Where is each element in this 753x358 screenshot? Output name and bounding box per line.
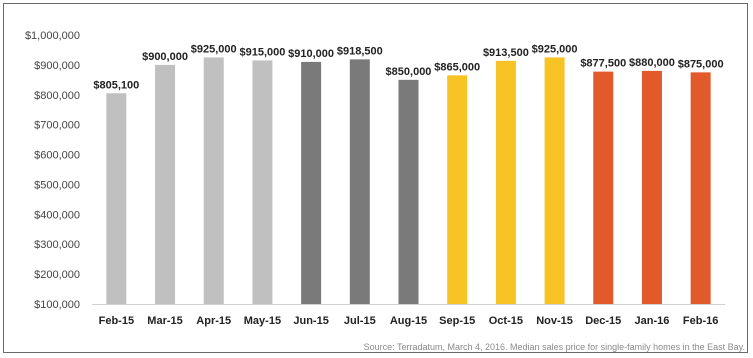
x-tick-label: May-15 bbox=[244, 315, 281, 327]
source-note: Source: Terradatum, March 4, 2016. Media… bbox=[363, 342, 745, 352]
bar bbox=[593, 71, 614, 304]
y-tick-label: $500,000 bbox=[34, 179, 80, 191]
data-label: $850,000 bbox=[386, 66, 432, 78]
x-tick-label: Jun-15 bbox=[293, 315, 328, 327]
data-label: $877,500 bbox=[580, 58, 626, 70]
y-tick-label: $800,000 bbox=[34, 90, 80, 102]
bar bbox=[641, 70, 662, 304]
bar bbox=[252, 60, 273, 305]
bar bbox=[155, 64, 176, 304]
y-tick-label: $200,000 bbox=[34, 269, 80, 281]
x-tick-label: Jan-16 bbox=[635, 315, 670, 327]
x-tick-label: Nov-15 bbox=[536, 315, 573, 327]
y-tick-label: $700,000 bbox=[34, 120, 80, 132]
x-tick-label: Feb-15 bbox=[99, 315, 134, 327]
y-tick-label: $100,000 bbox=[34, 299, 80, 311]
bar bbox=[544, 57, 565, 304]
data-label: $805,100 bbox=[93, 79, 139, 91]
x-tick-label: Aug-15 bbox=[390, 315, 427, 327]
data-label: $865,000 bbox=[434, 61, 480, 73]
x-tick-label: Mar-15 bbox=[147, 315, 182, 327]
y-tick-label: $600,000 bbox=[34, 150, 80, 162]
data-label: $910,000 bbox=[288, 48, 334, 60]
bar bbox=[106, 93, 127, 304]
bar bbox=[301, 61, 322, 305]
bar bbox=[447, 75, 468, 304]
bar bbox=[398, 79, 419, 304]
y-tick-label: $300,000 bbox=[34, 239, 80, 251]
x-tick-label: Jul-15 bbox=[344, 315, 376, 327]
bar bbox=[203, 57, 224, 304]
bar bbox=[495, 60, 516, 305]
data-label: $900,000 bbox=[142, 51, 188, 63]
x-tick-label: Sep-15 bbox=[439, 315, 475, 327]
data-label: $918,500 bbox=[337, 45, 383, 57]
x-tick-label: Oct-15 bbox=[489, 315, 523, 327]
y-tick-label: $1,000,000 bbox=[25, 30, 80, 42]
data-label: $915,000 bbox=[239, 46, 285, 58]
bar bbox=[349, 59, 370, 305]
data-label: $925,000 bbox=[532, 43, 578, 55]
x-tick-label: Apr-15 bbox=[196, 315, 231, 327]
data-label: $880,000 bbox=[629, 57, 675, 69]
chart-frame bbox=[3, 3, 748, 353]
x-tick-label: Feb-16 bbox=[683, 315, 718, 327]
bar bbox=[690, 72, 711, 304]
data-label: $925,000 bbox=[191, 43, 237, 55]
y-tick-label: $400,000 bbox=[34, 209, 80, 221]
data-label: $875,000 bbox=[678, 58, 724, 70]
x-tick-label: Dec-15 bbox=[585, 315, 621, 327]
y-tick-label: $900,000 bbox=[34, 60, 80, 72]
data-label: $913,500 bbox=[483, 47, 529, 59]
